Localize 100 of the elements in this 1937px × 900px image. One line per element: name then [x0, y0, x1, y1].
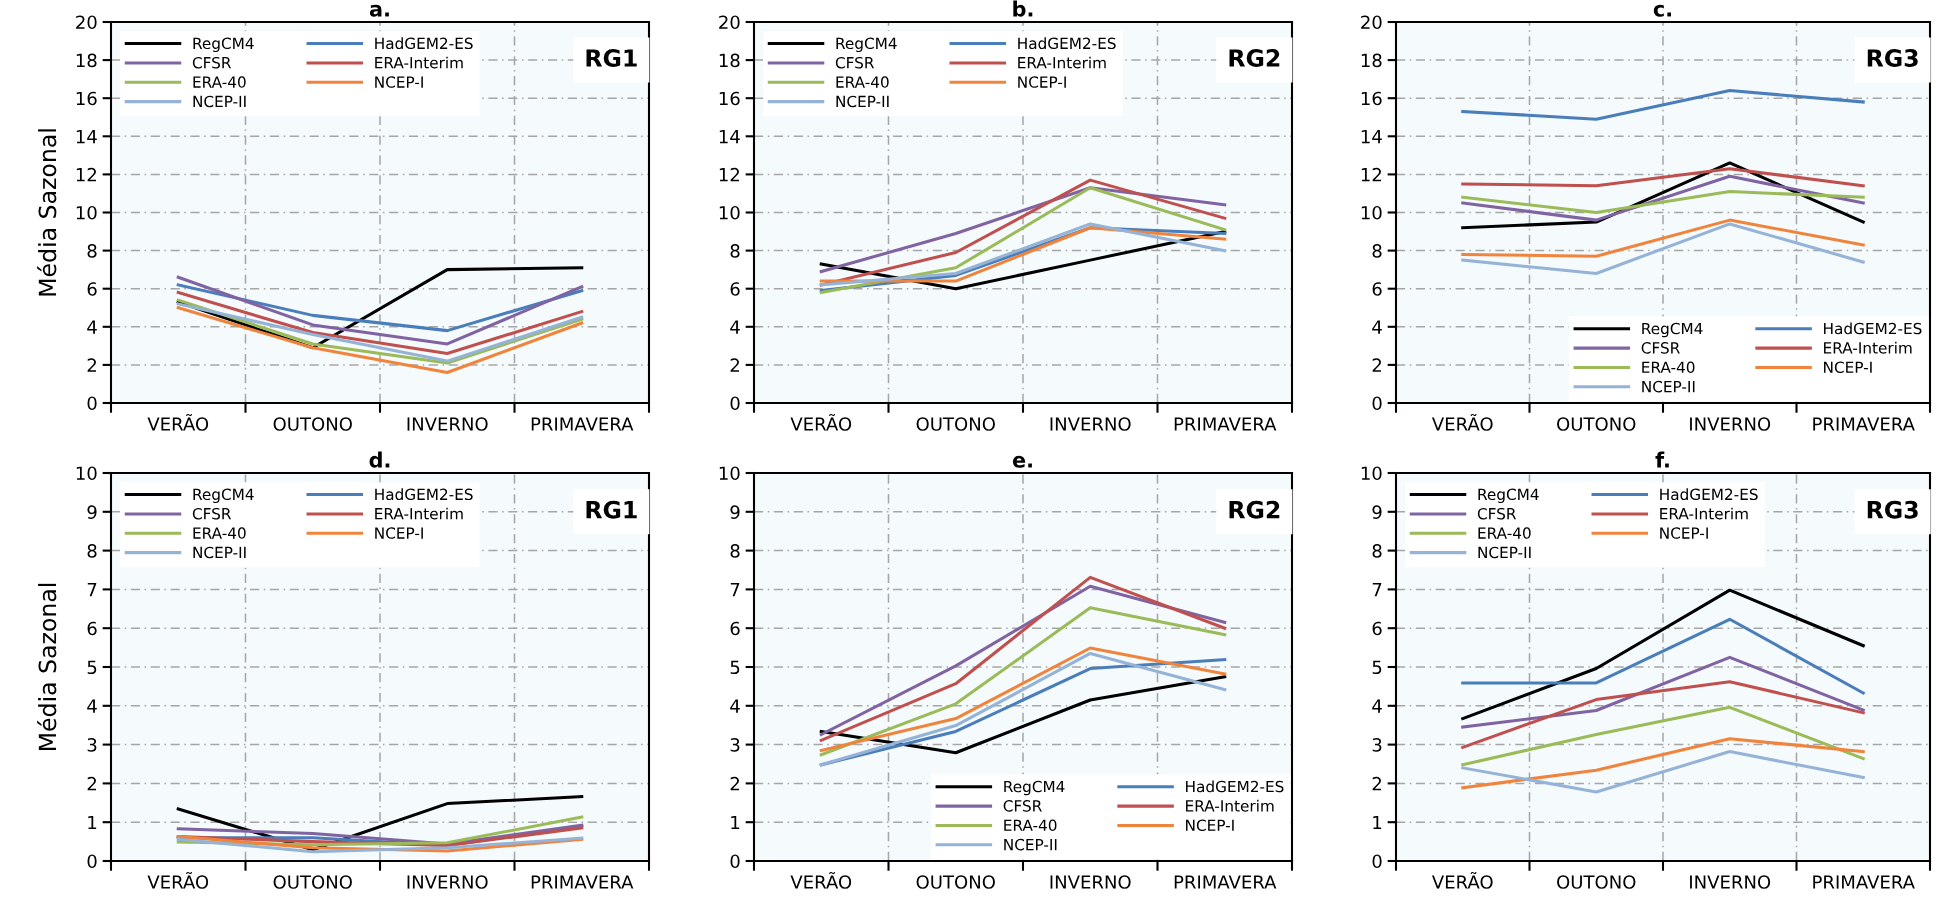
y-tick-label: 2: [730, 776, 739, 791]
y-tick-label: 5: [730, 660, 740, 675]
legend-label: HadGEM2-ES: [1824, 322, 1922, 335]
legend-label: NCEP-II: [1004, 838, 1057, 851]
chart-title: d.: [369, 451, 390, 468]
y-tick-label: 9: [730, 505, 740, 519]
x-tick-label: PRIMAVERA: [531, 417, 634, 431]
y-tick-label: 6: [87, 282, 97, 296]
legend-label: NCEP-I: [1660, 527, 1708, 539]
y-tick-label: 7: [730, 583, 740, 597]
annotation: RG2: [1229, 500, 1280, 519]
x-tick-label: OUTONO: [273, 417, 352, 431]
legend-label: ERA-Interim: [1186, 799, 1274, 812]
chart-title: e.: [1012, 455, 1032, 468]
y-tick-label: 8: [730, 544, 740, 558]
y-tick-label: 4: [1372, 699, 1382, 713]
y-tick-label: 16: [76, 91, 97, 106]
y-tick-label: 12: [76, 167, 96, 182]
line-series: [819, 606, 1227, 757]
y-tick-label: 4: [1372, 320, 1382, 334]
y-tick-label: 2: [1372, 358, 1381, 372]
y-tick-label: 8: [1372, 544, 1382, 558]
y-tick-label: 20: [1361, 15, 1382, 30]
line-series: [1461, 705, 1865, 767]
x-tick-label: VERÃO: [790, 414, 852, 431]
legend-label: ERA-Interim: [375, 56, 463, 69]
line-series: [1461, 89, 1865, 121]
legend-label: NCEP-II: [1478, 546, 1531, 559]
legend-label: CFSR: [1641, 342, 1680, 354]
legend-label: NCEP-II: [1642, 380, 1695, 393]
legend-label: RegCM4: [1478, 488, 1539, 504]
annotation: RG3: [1867, 500, 1918, 519]
legend-label: RegCM4: [1004, 780, 1065, 796]
chart-title: b.: [1013, 0, 1033, 17]
x-tick-label: PRIMAVERA: [1813, 417, 1915, 431]
legend-label: ERA-Interim: [1660, 507, 1748, 520]
x-tick-label: PRIMAVERA: [1174, 875, 1277, 889]
y-axis-title: Média Sazonal: [37, 129, 57, 296]
y-tick-label: 6: [1372, 621, 1382, 636]
legend-label: RegCM4: [1642, 322, 1703, 338]
legend-label: CFSR: [192, 507, 232, 520]
legend-label: ERA-40: [1004, 819, 1057, 832]
x-tick-label: OUTONO: [1557, 875, 1636, 889]
y-tick-label: 18: [76, 53, 97, 68]
legend-label: HadGEM2-ES: [1186, 780, 1284, 793]
x-tick-label: VERÃO: [790, 872, 852, 889]
x-tick-label: INVERNO: [1690, 875, 1771, 889]
y-tick-label: 16: [719, 91, 740, 106]
line-series: [176, 290, 584, 355]
x-tick-label: INVERNO: [1690, 417, 1771, 431]
y-tick-label: 9: [87, 505, 97, 519]
y-tick-label: 3: [1372, 738, 1382, 752]
annotation: RG1: [586, 500, 637, 519]
y-tick-label: 12: [719, 167, 739, 182]
y-tick-label: 10: [1361, 205, 1382, 220]
x-tick-label: INVERNO: [407, 417, 488, 431]
y-tick-label: 0: [1372, 854, 1382, 869]
y-tick-label: 8: [730, 244, 740, 258]
x-tick-label: PRIMAVERA: [1174, 417, 1277, 431]
legend-label: CFSR: [1003, 800, 1042, 812]
line-series: [1461, 750, 1865, 794]
x-tick-label: OUTONO: [916, 875, 995, 889]
y-tick-label: 20: [76, 15, 97, 30]
y-tick-label: 2: [1372, 776, 1381, 791]
y-tick-label: 0: [87, 396, 97, 411]
x-tick-label: OUTONO: [273, 875, 352, 889]
y-tick-label: 10: [719, 205, 740, 220]
y-tick-label: 7: [87, 583, 97, 597]
legend-label: CFSR: [192, 56, 232, 69]
y-tick-label: 2: [87, 776, 96, 791]
legend-label: NCEP-II: [193, 546, 246, 559]
y-tick-label: 10: [76, 205, 97, 220]
y-tick-label: 1: [88, 815, 97, 830]
legend-label: NCEP-I: [375, 527, 423, 539]
legend-label: ERA-Interim: [1018, 56, 1106, 69]
y-tick-label: 4: [730, 699, 740, 713]
y-tick-label: 3: [730, 738, 740, 752]
y-tick-label: 1: [731, 815, 740, 830]
y-tick-label: 0: [730, 396, 740, 411]
y-axis-title: Média Sazonal: [37, 583, 57, 751]
legend-label: ERA-Interim: [1824, 341, 1912, 354]
y-tick-label: 18: [719, 53, 740, 68]
y-tick-label: 10: [76, 466, 97, 481]
y-tick-label: 7: [1372, 583, 1382, 597]
line-series: [176, 306, 584, 375]
y-tick-label: 8: [87, 244, 97, 258]
x-tick-label: VERÃO: [147, 872, 209, 889]
y-tick-label: 4: [87, 320, 97, 334]
y-tick-label: 10: [1361, 466, 1382, 481]
legend-label: HadGEM2-ES: [375, 488, 473, 501]
y-tick-label: 0: [1372, 396, 1382, 411]
legend-label: ERA-40: [1478, 527, 1531, 539]
y-tick-label: 5: [87, 660, 97, 675]
y-tick-label: 12: [1361, 167, 1381, 182]
legend-label: RegCM4: [193, 488, 254, 504]
line-series: [1461, 655, 1865, 729]
legend-label: RegCM4: [193, 37, 254, 53]
y-tick-label: 6: [730, 621, 740, 636]
line-series: [1461, 218, 1865, 258]
y-tick-label: 0: [87, 854, 97, 869]
